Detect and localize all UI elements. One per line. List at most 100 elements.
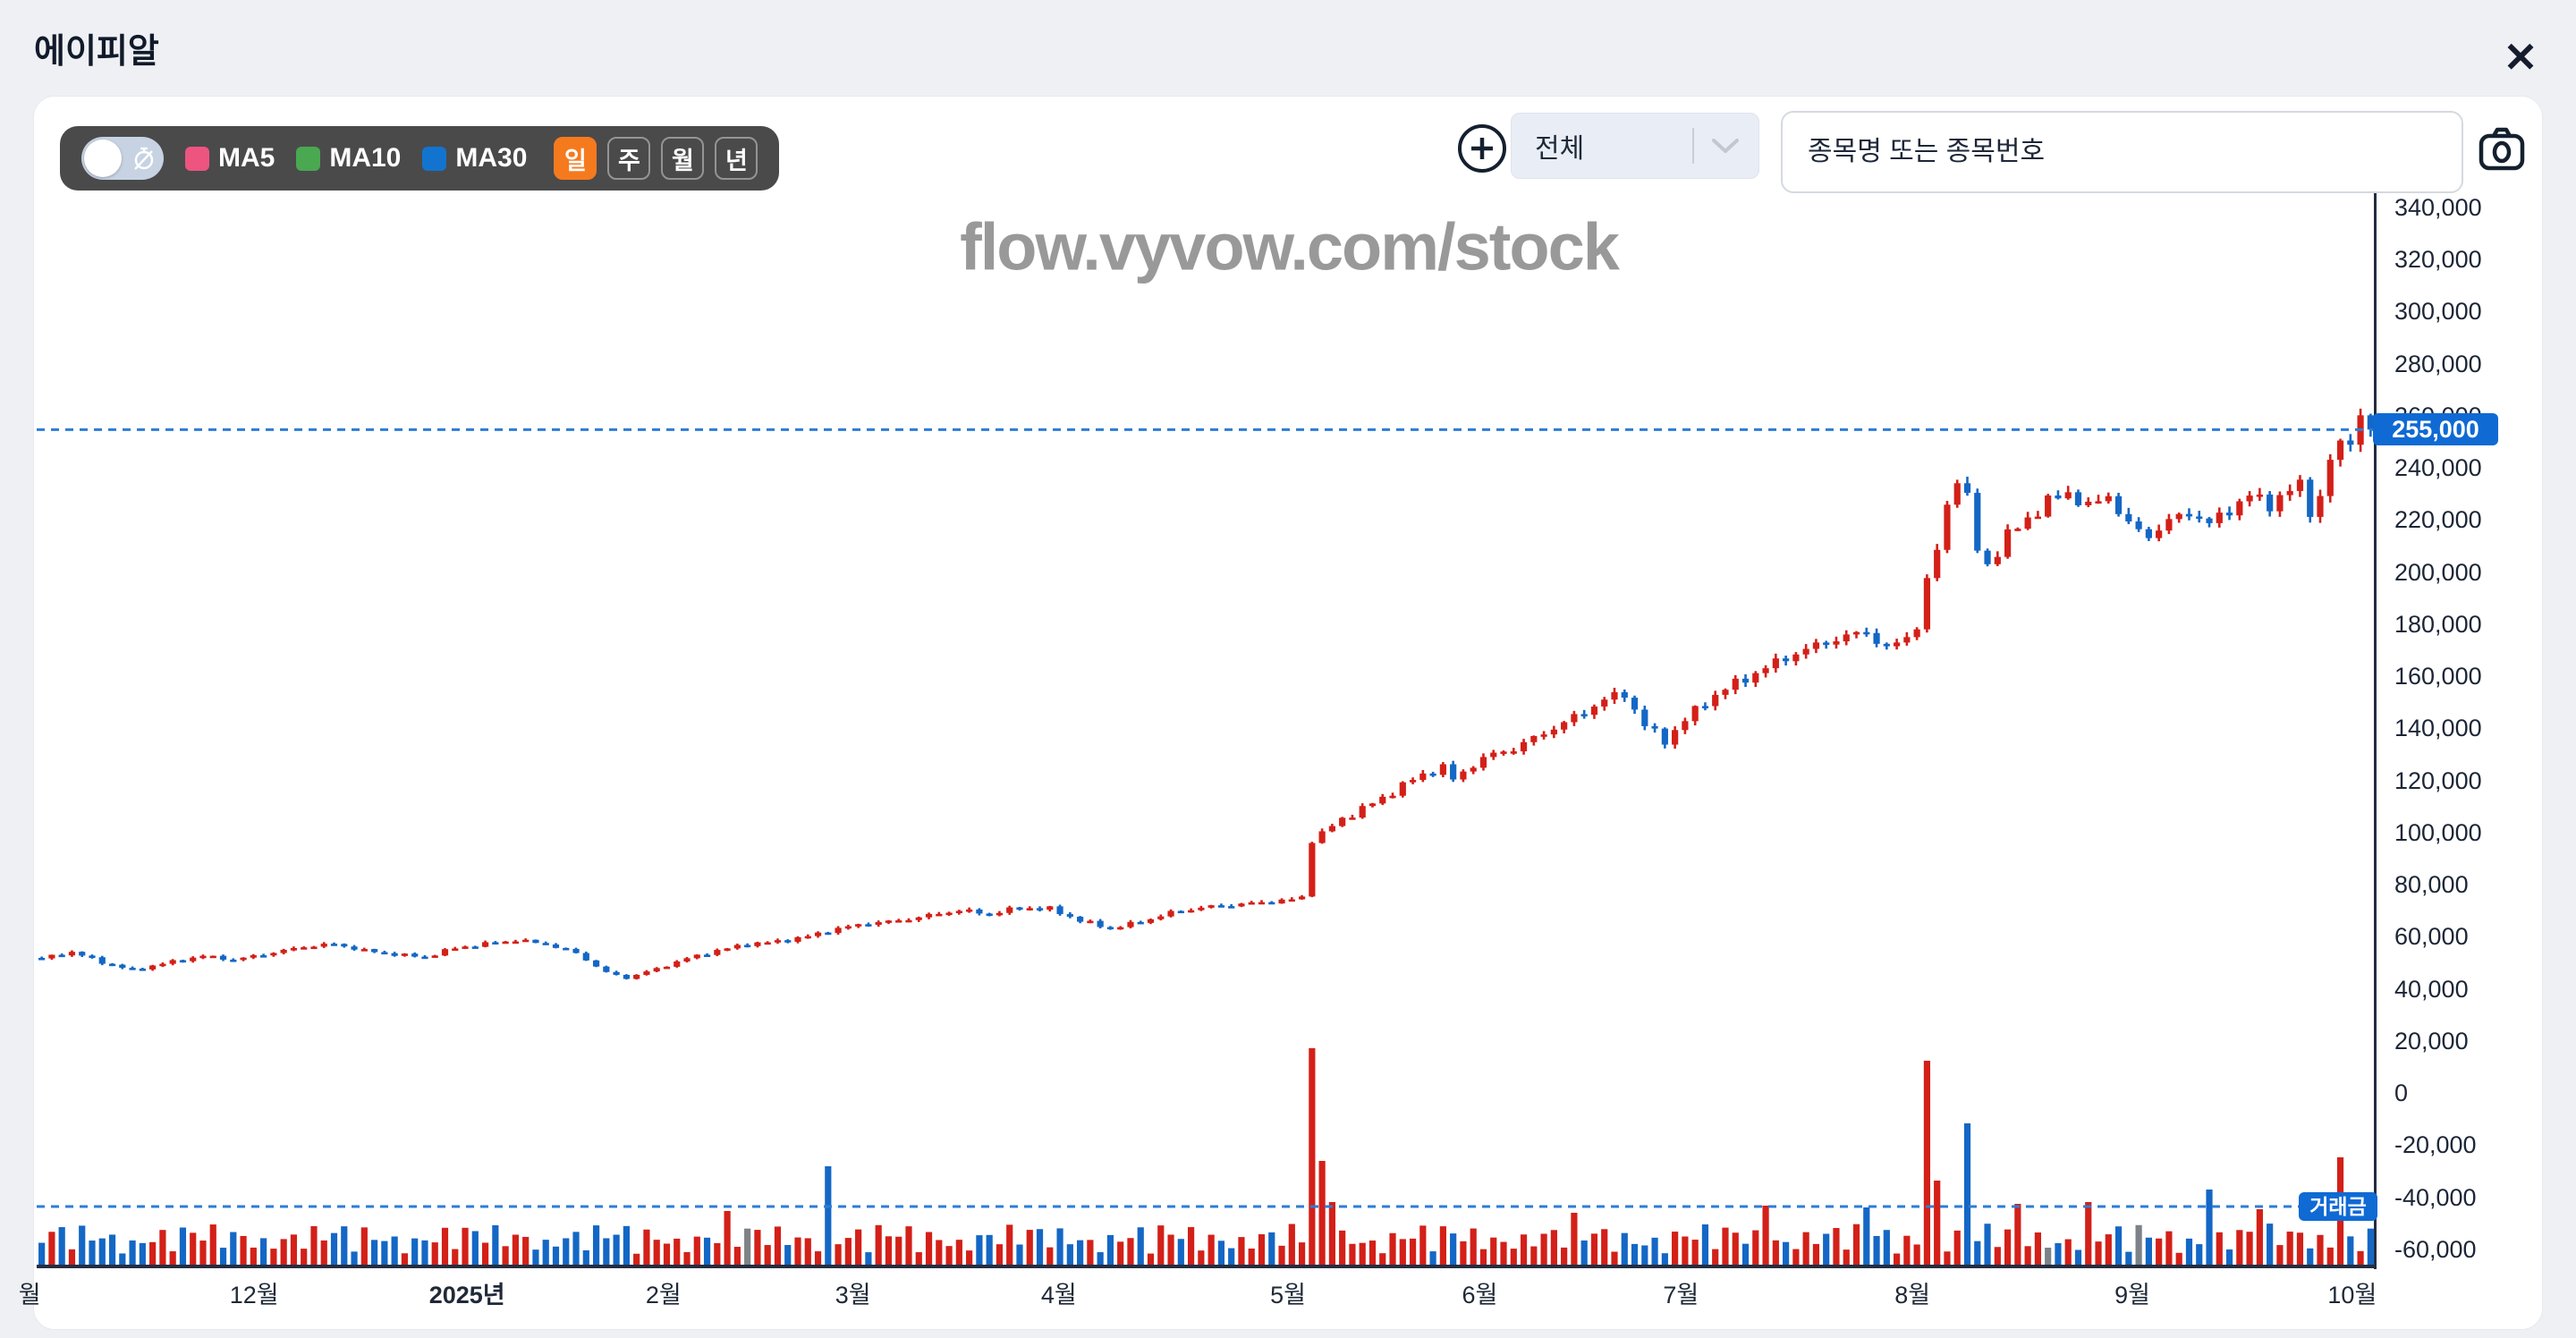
candle-body: [1783, 658, 1790, 662]
stock-search-input[interactable]: [1781, 111, 2463, 193]
candle-body: [320, 944, 327, 947]
volume-bar: [260, 1238, 267, 1266]
volume-bar: [290, 1234, 298, 1266]
candle-body: [2034, 516, 2042, 520]
candle-body: [1208, 905, 1215, 908]
ma10-legend-chip[interactable]: MA10: [296, 143, 401, 174]
volume-bar: [351, 1251, 358, 1266]
candle-body: [1198, 907, 1205, 910]
volume-bar: [905, 1226, 912, 1266]
volume-bar: [1077, 1240, 1084, 1266]
volume-bar: [2246, 1232, 2253, 1266]
candle-body: [804, 936, 811, 939]
candle-body: [693, 954, 700, 959]
volume-bar: [552, 1246, 560, 1266]
volume-bar: [2135, 1224, 2142, 1266]
volume-bar: [1873, 1235, 1880, 1266]
volume-bar: [1006, 1224, 1013, 1266]
volume-bar: [915, 1252, 922, 1266]
x-axis-label: 2월: [645, 1282, 682, 1308]
candle-body: [2045, 495, 2052, 517]
volume-bar: [1419, 1225, 1427, 1266]
timeframe-day-button[interactable]: 일: [554, 137, 597, 180]
candle-body: [1389, 795, 1396, 799]
candle-body: [2125, 513, 2132, 522]
y-axis-label: 120,000: [2394, 766, 2482, 794]
y-axis-label: -20,000: [2394, 1131, 2477, 1159]
candle-body: [955, 910, 962, 914]
candle-body: [2347, 440, 2354, 445]
volume-bar: [1217, 1241, 1225, 1266]
volume-bar: [1268, 1232, 1275, 1266]
close-icon[interactable]: ✕: [2497, 34, 2544, 80]
volume-bar: [149, 1241, 157, 1266]
volume-bar: [1429, 1251, 1436, 1266]
volume-bar: [1621, 1232, 1628, 1266]
timeframe-year-button[interactable]: 년: [715, 137, 758, 180]
candle-body: [1409, 780, 1417, 783]
candle-body: [1611, 691, 1618, 700]
y-axis-label: 140,000: [2394, 715, 2482, 742]
candle-body: [1097, 920, 1104, 927]
candle-body: [2014, 529, 2021, 531]
volume-bar: [1732, 1232, 1739, 1266]
candle-body: [613, 971, 620, 975]
candle-body: [1590, 706, 1598, 716]
candle-body: [421, 956, 428, 960]
timeframe-month-button[interactable]: 월: [661, 137, 705, 180]
candle-body: [724, 948, 731, 951]
volume-bar: [1571, 1213, 1578, 1266]
y-axis-label: 40,000: [2394, 975, 2469, 1003]
candle-body: [1309, 843, 1316, 897]
volume-bar: [1318, 1161, 1326, 1266]
candle-body: [1601, 699, 1608, 707]
volume-bar: [330, 1232, 338, 1266]
volume-bar: [1661, 1253, 1668, 1266]
volume-bar: [38, 1242, 46, 1266]
volume-bar: [1741, 1243, 1750, 1266]
ma5-legend-chip[interactable]: MA5: [185, 143, 275, 174]
volume-bar: [2296, 1232, 2304, 1266]
volume-bar: [1450, 1233, 1457, 1266]
volume-bar: [784, 1245, 792, 1266]
candle-body: [2024, 517, 2031, 529]
ma30-legend-chip[interactable]: MA30: [422, 143, 527, 174]
candle-body: [1419, 773, 1427, 781]
volume-bar: [613, 1234, 620, 1266]
candle-body: [431, 955, 438, 958]
y-axis-label: 240,000: [2394, 454, 2482, 481]
add-chart-button[interactable]: [1457, 123, 1507, 174]
ma10-label: MA10: [329, 143, 402, 173]
volume-bar: [733, 1247, 741, 1266]
chevron-down-icon: [1712, 139, 1739, 153]
candle-body: [119, 964, 126, 969]
candle-body: [1571, 714, 1578, 723]
volume-bar: [2175, 1252, 2182, 1266]
volume-bar: [1298, 1242, 1306, 1266]
candle-body: [2196, 516, 2203, 520]
ma5-label: MA5: [218, 143, 275, 173]
candle-body: [411, 953, 419, 957]
y-axis-label: 160,000: [2394, 663, 2482, 690]
volume-bar: [1046, 1247, 1054, 1266]
screenshot-button[interactable]: [2475, 123, 2529, 177]
volume-bar: [431, 1242, 438, 1266]
volume-bar: [744, 1228, 751, 1266]
volume-bar: [1590, 1233, 1598, 1266]
candle-body: [1238, 903, 1245, 907]
candle-body: [1087, 920, 1094, 924]
candle-body: [945, 912, 953, 916]
volume-bar: [190, 1232, 197, 1266]
timeframe-week-button[interactable]: 주: [607, 137, 651, 180]
candle-body: [1732, 678, 1739, 690]
volume-bar: [2206, 1190, 2213, 1266]
price-chart[interactable]: [37, 193, 2376, 1266]
candle-body: [1852, 631, 1860, 635]
ma-visibility-toggle[interactable]: [81, 137, 164, 180]
candle-body: [190, 957, 197, 961]
volume-bar: [2165, 1231, 2173, 1266]
candle-body: [936, 913, 943, 917]
market-select[interactable]: 전체: [1511, 113, 1759, 179]
candle-body: [2276, 495, 2284, 512]
volume-bar: [1309, 1048, 1316, 1266]
